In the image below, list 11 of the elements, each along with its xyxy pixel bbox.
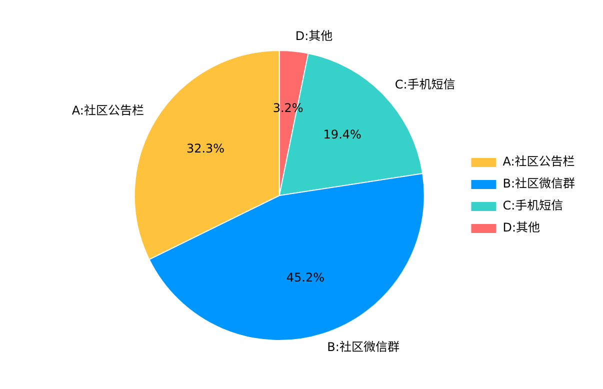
- legend-label: B:社区微信群: [502, 176, 576, 191]
- slice-label: C:手机短信: [394, 78, 456, 92]
- slice-label: D:其他: [295, 28, 333, 43]
- data-label: 45.2%: [286, 270, 325, 285]
- data-label: 19.4%: [323, 128, 362, 142]
- slice-label: A:社区公告栏: [72, 103, 144, 118]
- legend-label: C:手机短信: [502, 198, 564, 213]
- legend-label: D:其他: [502, 220, 540, 235]
- data-label: 32.3%: [186, 142, 225, 156]
- legend-label: A:社区公告栏: [502, 154, 575, 169]
- slice-label: B:社区微信群: [327, 340, 400, 354]
